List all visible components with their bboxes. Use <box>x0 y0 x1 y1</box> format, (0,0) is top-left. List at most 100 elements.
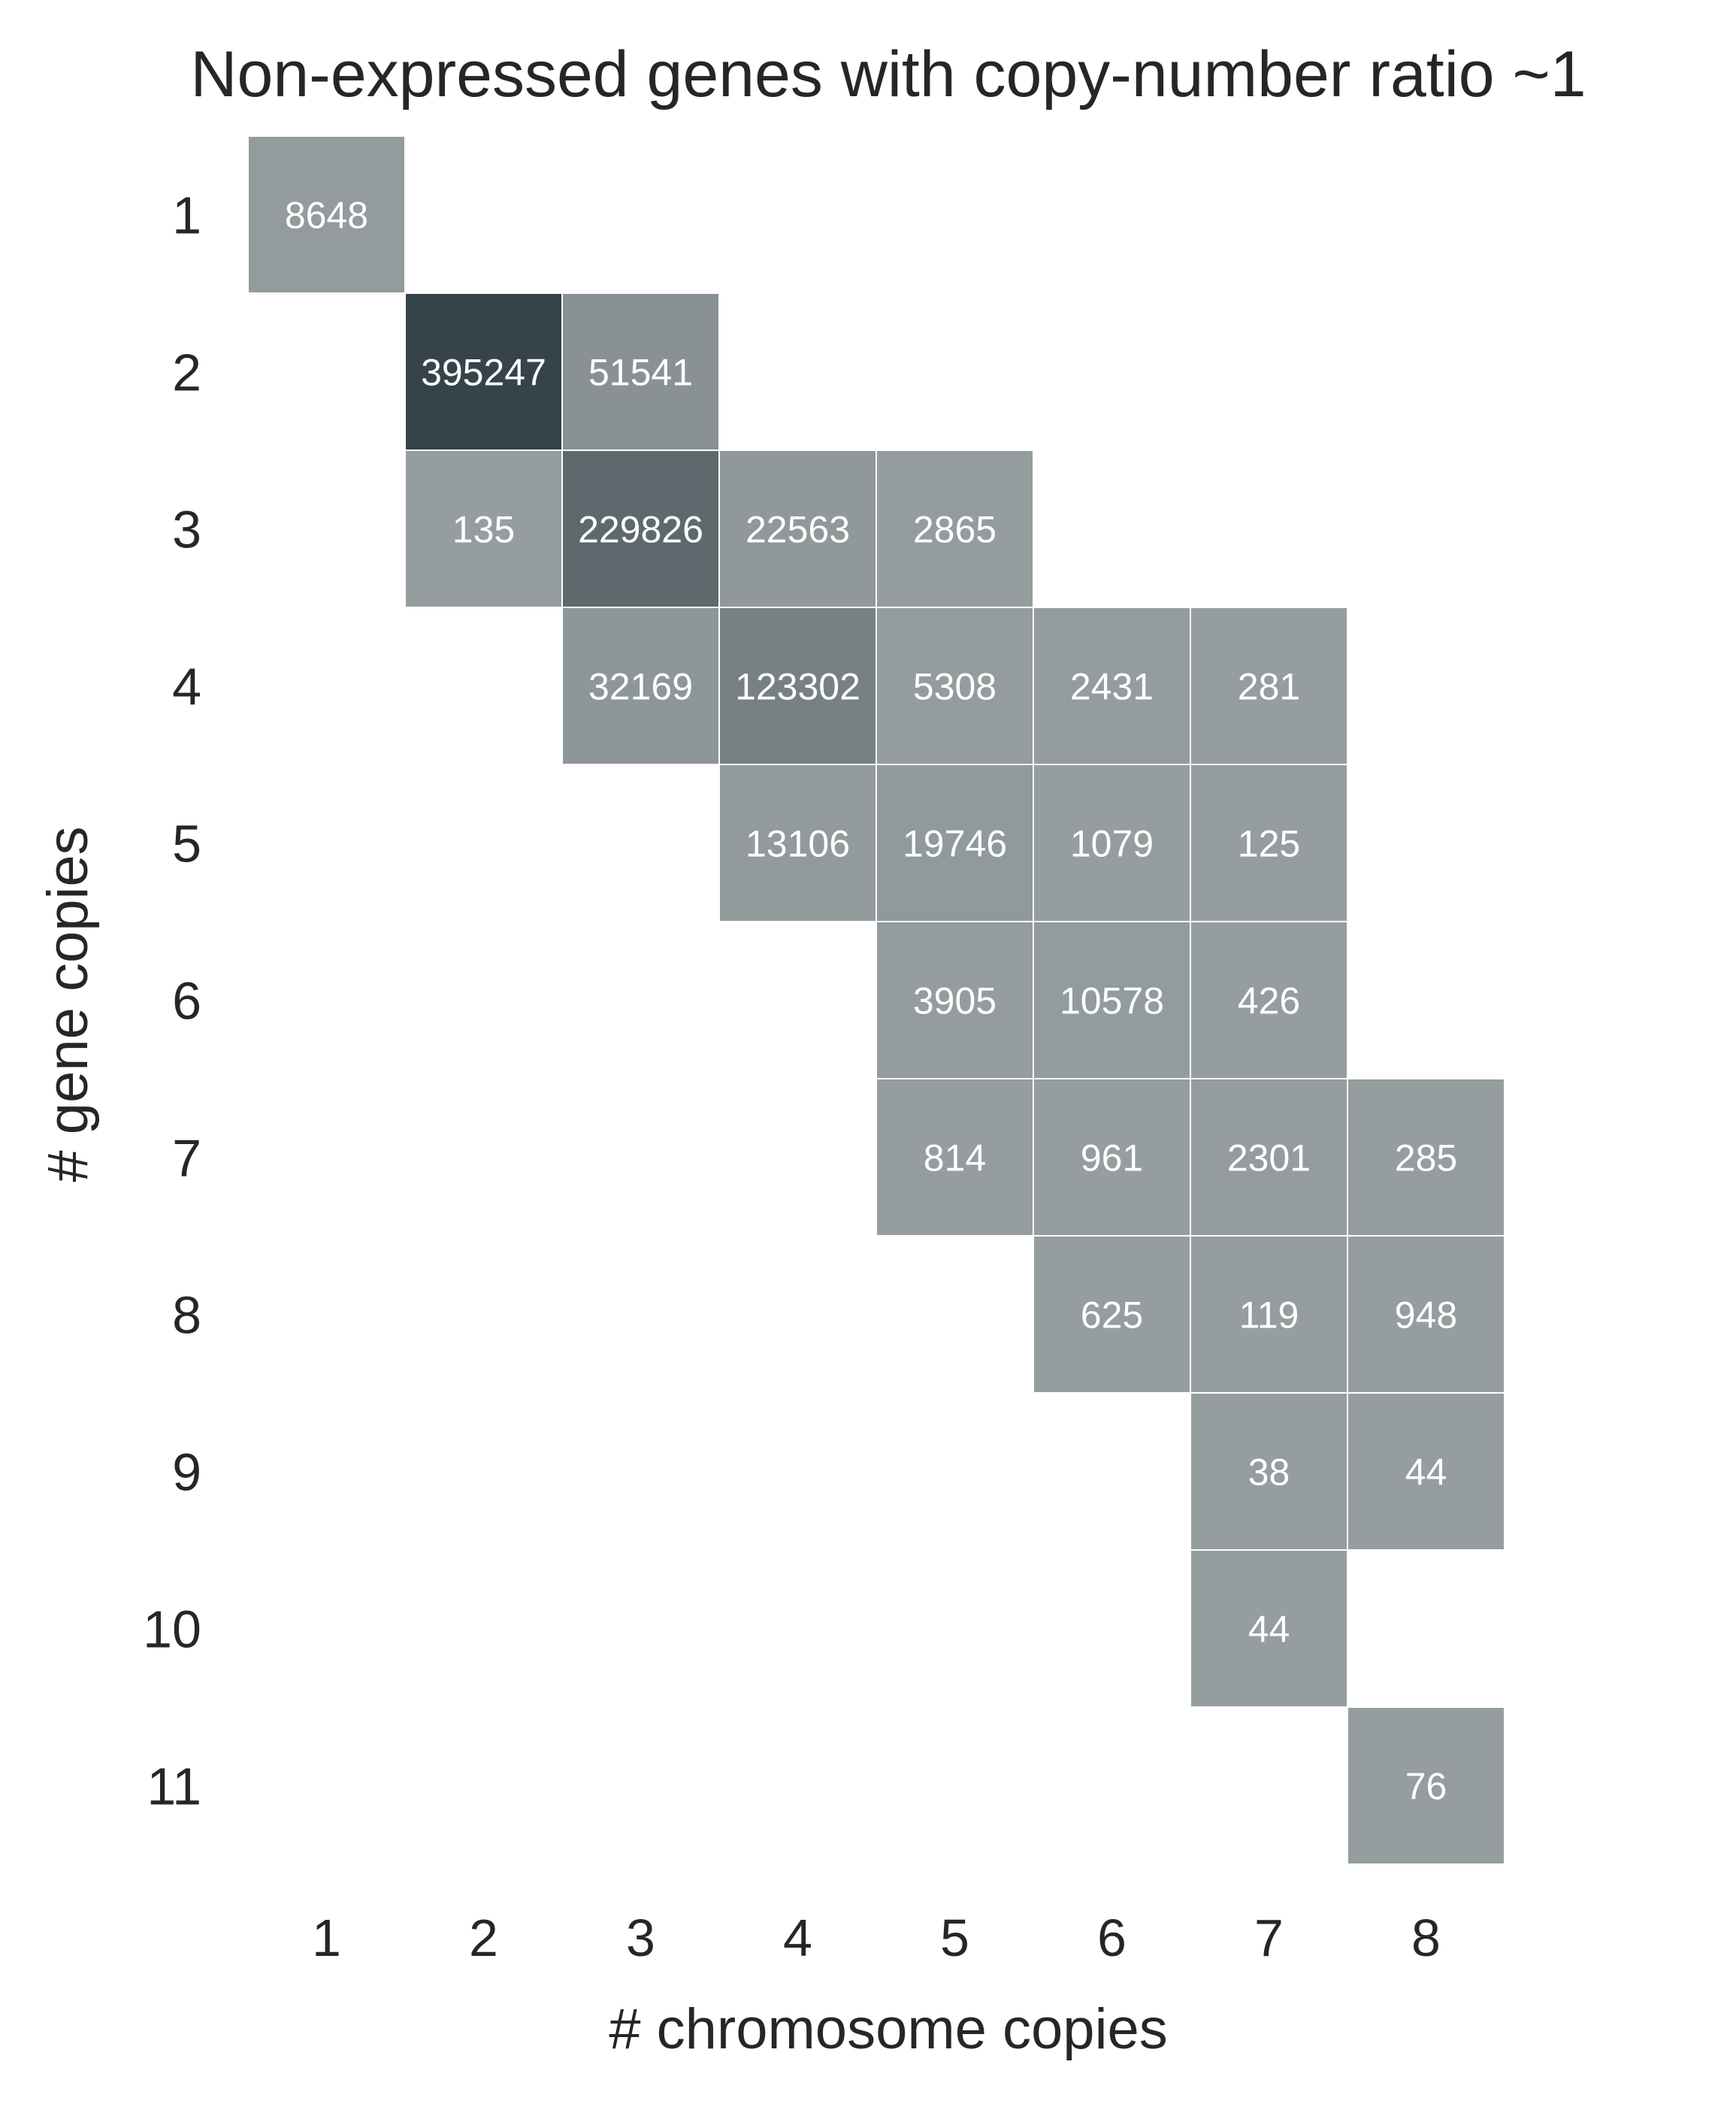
heatmap-cell-value: 19746 <box>903 823 1007 865</box>
heatmap-cell: 123302 <box>718 607 877 765</box>
y-tick-label: 10 <box>143 1600 201 1659</box>
heatmap-cell-rect <box>1190 1392 1348 1551</box>
chart-title: Non-expressed genes with copy-number rat… <box>190 38 1586 110</box>
heatmap-cell-value: 2431 <box>1070 666 1154 708</box>
heatmap-cell-rect <box>1190 607 1348 765</box>
x-tick-labels: 1 2 3 4 5 6 7 8 <box>312 1909 1441 1967</box>
heatmap-cell: 125 <box>1190 764 1348 922</box>
heatmap-cell-value: 38 <box>1248 1452 1290 1494</box>
heatmap-cell-value: 285 <box>1395 1137 1457 1179</box>
heatmap-cell-rect <box>876 764 1034 922</box>
heatmap-cell-rect <box>561 292 720 451</box>
heatmap-cell-value: 44 <box>1405 1452 1447 1494</box>
heatmap-cell-value: 395247 <box>421 352 546 394</box>
heatmap-cell-rect <box>247 135 406 294</box>
heatmap-cell-value: 8648 <box>285 195 368 237</box>
x-tick-label: 5 <box>940 1909 969 1967</box>
heatmap-cell-value: 125 <box>1238 823 1300 865</box>
heatmap-cell-rect <box>1033 1078 1191 1237</box>
heatmap-cell: 2865 <box>876 450 1034 608</box>
heatmap-cell-rect <box>876 921 1034 1079</box>
heatmap-cell: 10578 <box>1033 921 1191 1079</box>
heatmap-cell-rect <box>1190 1235 1348 1394</box>
heatmap-cell-rect <box>404 450 563 608</box>
heatmap-cell: 44 <box>1347 1392 1505 1551</box>
heatmap-cell: 625 <box>1033 1235 1191 1394</box>
heatmap-cell-value: 22563 <box>746 509 850 551</box>
y-tick-label: 5 <box>172 815 201 873</box>
heatmap-cell: 13106 <box>718 764 877 922</box>
heatmap-cell-rect <box>1033 921 1191 1079</box>
heatmap-cell: 135 <box>404 450 563 608</box>
heatmap-cell: 285 <box>1347 1078 1505 1237</box>
y-axis-label: # gene copies <box>36 826 100 1182</box>
heatmap-cell-rect <box>404 292 563 451</box>
heatmap-cell: 76 <box>1347 1706 1505 1865</box>
heatmap-cell: 51541 <box>561 292 720 451</box>
heatmap-cell: 3905 <box>876 921 1034 1079</box>
heatmap-cell-value: 426 <box>1238 980 1300 1022</box>
heatmap-cell: 19746 <box>876 764 1034 922</box>
heatmap-cell-rect <box>561 607 720 765</box>
heatmap-cell-value: 2301 <box>1227 1137 1311 1179</box>
heatmap-cell: 8648 <box>247 135 406 294</box>
heatmap-cell-value: 814 <box>924 1137 986 1179</box>
heatmap-cell: 5308 <box>876 607 1034 765</box>
heatmap-cell: 2431 <box>1033 607 1191 765</box>
y-tick-label: 2 <box>172 344 201 402</box>
heatmap-cell-rect <box>718 450 877 608</box>
heatmap-cell: 22563 <box>718 450 877 608</box>
heatmap-cell: 948 <box>1347 1235 1505 1394</box>
y-tick-label: 8 <box>172 1286 201 1345</box>
heatmap-cell-value: 3905 <box>913 980 997 1022</box>
heatmap-cell-rect <box>1347 1235 1505 1394</box>
heatmap-cell: 395247 <box>404 292 563 451</box>
x-axis-label: # chromosome copies <box>609 1997 1167 2061</box>
heatmap-cell-value: 961 <box>1081 1137 1143 1179</box>
heatmap-cell-value: 625 <box>1081 1294 1143 1337</box>
heatmap-cell-rect <box>1190 1078 1348 1237</box>
y-tick-label: 4 <box>172 658 201 716</box>
x-tick-label: 7 <box>1254 1909 1284 1967</box>
x-tick-label: 3 <box>626 1909 655 1967</box>
heatmap-cell-rect <box>876 1078 1034 1237</box>
heatmap-cell-value: 1079 <box>1070 823 1154 865</box>
heatmap-cell-value: 51541 <box>588 352 693 394</box>
y-tick-label: 11 <box>147 1757 201 1816</box>
heatmap-cell-value: 119 <box>1239 1294 1299 1337</box>
heatmap-cell-rect <box>1347 1078 1505 1237</box>
x-tick-label: 1 <box>312 1909 341 1967</box>
heatmap-cell-rect <box>1190 1549 1348 1708</box>
heatmap-cell-value: 32169 <box>588 666 693 708</box>
heatmap-cell: 426 <box>1190 921 1348 1079</box>
heatmap-cell-value: 13106 <box>746 823 850 865</box>
heatmap-cell-value: 5308 <box>913 666 997 708</box>
y-tick-label: 3 <box>172 501 201 559</box>
heatmap-cells: 8648 395247 51541 135 229826 22563 2865 32169 12… <box>247 135 1505 1865</box>
heatmap-cell-value: 2865 <box>913 509 997 551</box>
y-tick-label: 9 <box>172 1443 201 1502</box>
heatmap-cell-value: 10578 <box>1060 980 1164 1022</box>
heatmap-cell-value: 281 <box>1238 666 1300 708</box>
heatmap-cell-rect <box>1190 921 1348 1079</box>
y-tick-label: 6 <box>172 972 201 1031</box>
heatmap-cell: 229826 <box>561 450 720 608</box>
x-tick-label: 8 <box>1411 1909 1441 1967</box>
heatmap-cell-rect <box>1190 764 1348 922</box>
heatmap-cell: 119 <box>1190 1235 1348 1394</box>
heatmap-cell: 961 <box>1033 1078 1191 1237</box>
heatmap-cell-rect <box>1347 1706 1505 1865</box>
heatmap-cell: 2301 <box>1190 1078 1348 1237</box>
heatmap-cell-rect <box>876 607 1034 765</box>
heatmap-cell-value: 229826 <box>578 509 703 551</box>
heatmap-cell: 814 <box>876 1078 1034 1237</box>
heatmap-cell: 32169 <box>561 607 720 765</box>
heatmap-cell-rect <box>1347 1392 1505 1551</box>
heatmap-cell-value: 135 <box>452 509 515 551</box>
heatmap-cell: 44 <box>1190 1549 1348 1708</box>
heatmap-cell-value: 123302 <box>735 666 860 708</box>
heatmap-cell: 38 <box>1190 1392 1348 1551</box>
heatmap-cell-rect <box>561 450 720 608</box>
